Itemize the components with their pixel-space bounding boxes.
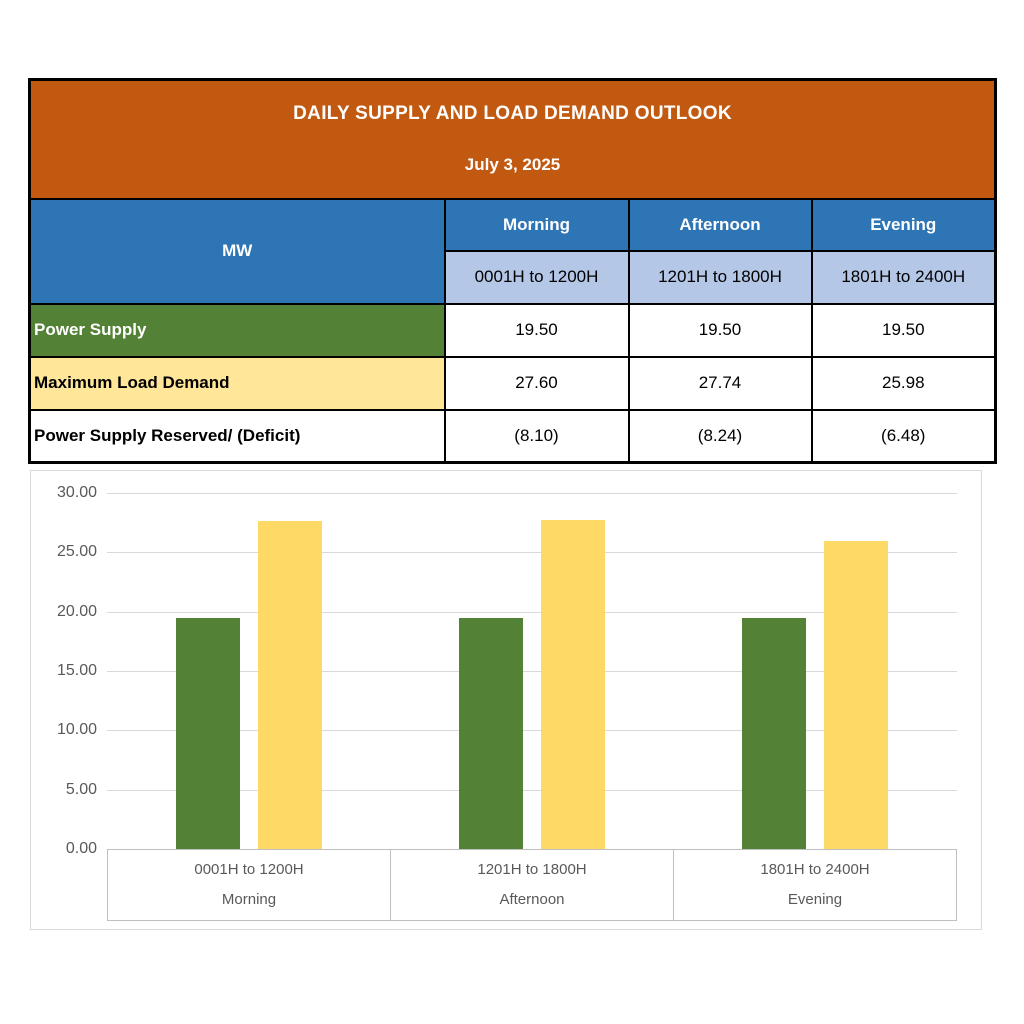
max-load-morning: 27.60	[443, 355, 630, 411]
table-header-banner: DAILY SUPPLY AND LOAD DEMAND OUTLOOK Jul…	[28, 78, 997, 200]
report-title: DAILY SUPPLY AND LOAD DEMAND OUTLOOK	[293, 103, 732, 125]
gridline-y-20	[107, 612, 957, 613]
gridline-y-25	[107, 552, 957, 553]
period-header-afternoon: Afternoon	[627, 197, 813, 252]
bar-power-supply-2	[459, 618, 523, 849]
x-axis-category-box: 0001H to 1200H Morning 1201H to 1800H After…	[107, 849, 957, 921]
y-axis-tick-label: 20.00	[56, 603, 97, 620]
bar-maximum-load-demand-3	[824, 541, 888, 849]
category-group-label: Evening	[787, 890, 843, 908]
unit-header-cell: MW	[28, 197, 446, 305]
y-axis-tick-label: 25.00	[56, 543, 97, 560]
reserve-evening: (6.48)	[810, 408, 997, 464]
x-axis-category-evening: 1801H to 2400H Evening	[673, 850, 956, 920]
y-axis-tick-label: 5.00	[65, 781, 97, 798]
time-range-evening: 1801H to 2400H	[810, 249, 997, 305]
time-range-afternoon: 1201H to 1800H	[627, 249, 813, 305]
category-range-label: 1801H to 2400H	[760, 861, 870, 879]
time-range-morning: 0001H to 1200H	[443, 249, 630, 305]
max-load-evening: 25.98	[810, 355, 997, 411]
power-supply-morning: 19.50	[443, 302, 630, 358]
x-axis-category-morning: 0001H to 1200H Morning	[108, 850, 390, 920]
period-header-evening: Evening	[810, 197, 997, 252]
gridline-y-5	[107, 790, 957, 791]
gridline-y-30	[107, 493, 957, 494]
max-load-afternoon: 27.74	[627, 355, 813, 411]
supply-demand-table: DAILY SUPPLY AND LOAD DEMAND OUTLOOK Jul…	[28, 78, 998, 464]
bar-power-supply-3	[742, 618, 806, 849]
category-range-label: 0001H to 1200H	[194, 861, 304, 879]
y-axis-tick-label: 15.00	[56, 662, 97, 679]
x-axis-category-afternoon: 1201H to 1800H Afternoon	[390, 850, 673, 920]
y-axis-tick-label: 30.00	[56, 484, 97, 501]
reserve-morning: (8.10)	[443, 408, 630, 464]
period-header-morning: Morning	[443, 197, 630, 252]
power-supply-afternoon: 19.50	[627, 302, 813, 358]
y-axis-tick-label: 0.00	[65, 840, 97, 857]
category-group-label: Morning	[221, 890, 277, 908]
y-axis-tick-label: 10.00	[56, 721, 97, 738]
gridline-y-10	[107, 730, 957, 731]
power-supply-evening: 19.50	[810, 302, 997, 358]
reserve-afternoon: (8.24)	[627, 408, 813, 464]
bar-maximum-load-demand-2	[541, 520, 605, 849]
row-label-max-load-demand: Maximum Load Demand	[28, 355, 446, 411]
category-group-label: Afternoon	[499, 890, 565, 908]
row-label-reserve-deficit: Power Supply Reserved/ (Deficit)	[28, 408, 446, 464]
row-label-power-supply: Power Supply	[28, 302, 446, 358]
report-date: July 3, 2025	[464, 155, 561, 175]
bar-maximum-load-demand-1	[258, 521, 322, 849]
bar-power-supply-1	[176, 618, 240, 849]
supply-demand-bar-chart: 30.00 25.00 20.00 15.00 10.00 5.00 0.00 0001H t…	[30, 470, 982, 930]
gridline-y-15	[107, 671, 957, 672]
category-range-label: 1201H to 1800H	[477, 861, 587, 879]
